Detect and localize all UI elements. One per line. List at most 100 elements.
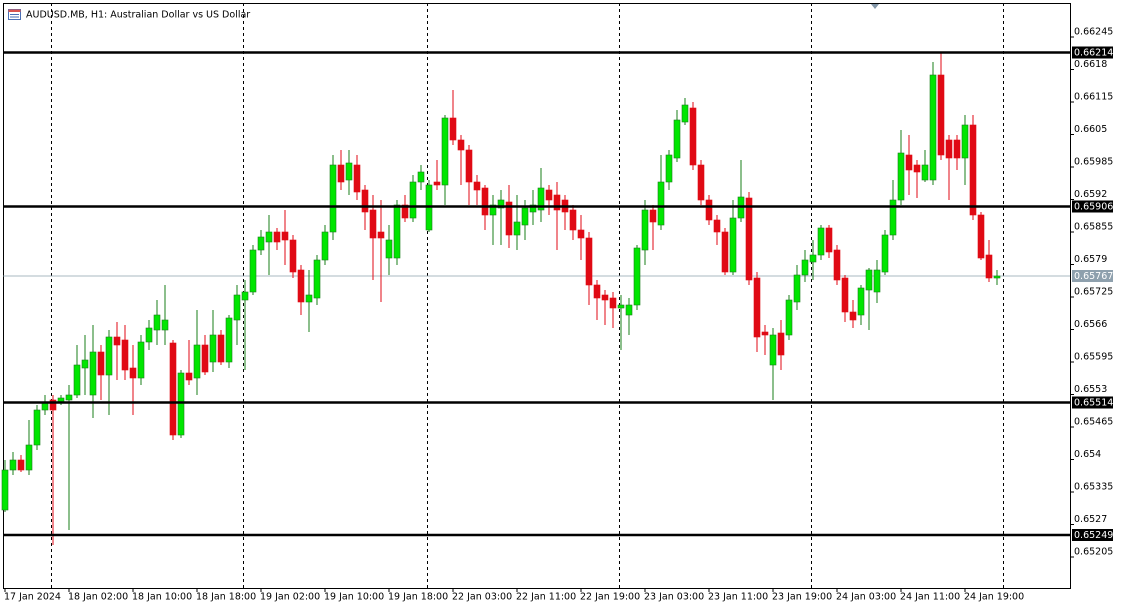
y-tick-label: 0.6618 (1074, 59, 1107, 70)
candle-body (73, 364, 81, 396)
candle-body (905, 154, 913, 171)
x-tick-label: 22 Jan 11:00 (516, 592, 576, 603)
x-tick-label: 19 Jan 18:00 (388, 592, 448, 603)
y-tick-label: 0.6592 (1074, 189, 1107, 200)
x-tick-label: 24 Jan 11:00 (900, 592, 960, 603)
last-price-box (1072, 270, 1113, 282)
candle-body (721, 231, 729, 273)
y-tick-label: 0.65855 (1074, 222, 1113, 233)
candle-body (137, 341, 145, 379)
candle-body (793, 274, 801, 303)
candle-body (977, 214, 985, 259)
candle-body (33, 409, 41, 446)
candle-body (769, 334, 777, 366)
candle-body (89, 351, 97, 396)
candle-body (801, 259, 809, 276)
candle-body (81, 359, 89, 369)
candle-body (9, 459, 17, 471)
candle-body (633, 247, 641, 306)
candle-body (745, 197, 753, 281)
candle-body (497, 199, 505, 209)
candle-body (353, 164, 361, 193)
candle-body (385, 239, 393, 259)
level-label-box (1072, 46, 1113, 59)
candle-body (665, 154, 673, 183)
candle-body (753, 277, 761, 338)
candle-body (473, 181, 481, 191)
candle-body (321, 231, 329, 261)
x-tick-label: 24 Jan 19:00 (964, 592, 1024, 603)
y-tick-label: 0.65465 (1074, 417, 1113, 428)
shift-marker (871, 4, 879, 9)
level-label-box (1072, 396, 1113, 409)
candle-body (193, 344, 201, 379)
candle-body (953, 139, 961, 159)
x-tick-label: 18 Jan 10:00 (132, 592, 192, 603)
candle-body (585, 237, 593, 286)
symbol-icon (8, 9, 21, 20)
candle-body (465, 149, 473, 183)
y-tick-label: 0.65985 (1074, 157, 1113, 168)
candle-body (857, 287, 865, 316)
candle-body (761, 331, 769, 336)
candle-body (921, 164, 929, 181)
candle-body (673, 119, 681, 159)
candle-body (457, 139, 465, 151)
candle-body (569, 209, 577, 231)
candle-body (97, 351, 105, 376)
plot-frame (3, 3, 1071, 589)
candle-body (313, 259, 321, 299)
candle-body (649, 209, 657, 223)
candle-body (521, 207, 529, 226)
candle-body (121, 339, 129, 371)
x-tick-label: 18 Jan 02:00 (68, 592, 128, 603)
candle-body (713, 219, 721, 233)
candle-body (657, 181, 665, 226)
y-tick-label: 0.6527 (1074, 514, 1107, 525)
candle-body (985, 254, 993, 279)
candle-body (617, 304, 625, 309)
candle-body (17, 459, 25, 471)
candle-body (65, 394, 73, 401)
candle-body (537, 187, 545, 211)
candle-body (897, 152, 905, 201)
candle-body (401, 204, 409, 219)
level-label: 0.65249 (1074, 530, 1113, 541)
candle-body (625, 304, 633, 316)
y-tick-label: 0.66245 (1074, 27, 1113, 38)
candle-body (337, 164, 345, 183)
candle-body (305, 294, 313, 303)
x-tick-label: 17 Jan 2024 (4, 592, 61, 603)
last-price-label: 0.65767 (1074, 271, 1113, 282)
level-label-box (1072, 200, 1113, 213)
candle-body (505, 201, 513, 236)
candle-body (441, 117, 449, 186)
candle-body (1, 469, 9, 511)
day-separators (51, 3, 1004, 588)
candle-body (393, 204, 401, 259)
candle-body (177, 372, 185, 436)
candle-body (377, 231, 385, 239)
icon-bar (8, 9, 21, 12)
candle-body (361, 189, 369, 213)
candle-body (969, 124, 977, 216)
y-tick-label: 0.654 (1074, 449, 1101, 460)
candle-body (865, 269, 873, 291)
candle-body (25, 444, 33, 471)
level-label: 0.66214 (1074, 48, 1113, 59)
candle-body (841, 277, 849, 313)
candle-body (217, 334, 225, 363)
y-tick-label: 0.6566 (1074, 319, 1107, 330)
candle-body (945, 139, 953, 159)
candle-body (993, 275, 1001, 279)
candle-body (241, 291, 249, 301)
candle-body (689, 107, 697, 166)
candle-body (817, 227, 825, 256)
candle-body (41, 402, 49, 411)
y-tick-label: 0.65595 (1074, 352, 1113, 363)
y-tick-label: 0.6553 (1074, 384, 1107, 395)
chart-title: AUDUSD.MB, H1: Australian Dollar vs US D… (26, 10, 250, 21)
candle-body (873, 269, 881, 293)
candle-body (593, 284, 601, 299)
candle-body (289, 239, 297, 273)
